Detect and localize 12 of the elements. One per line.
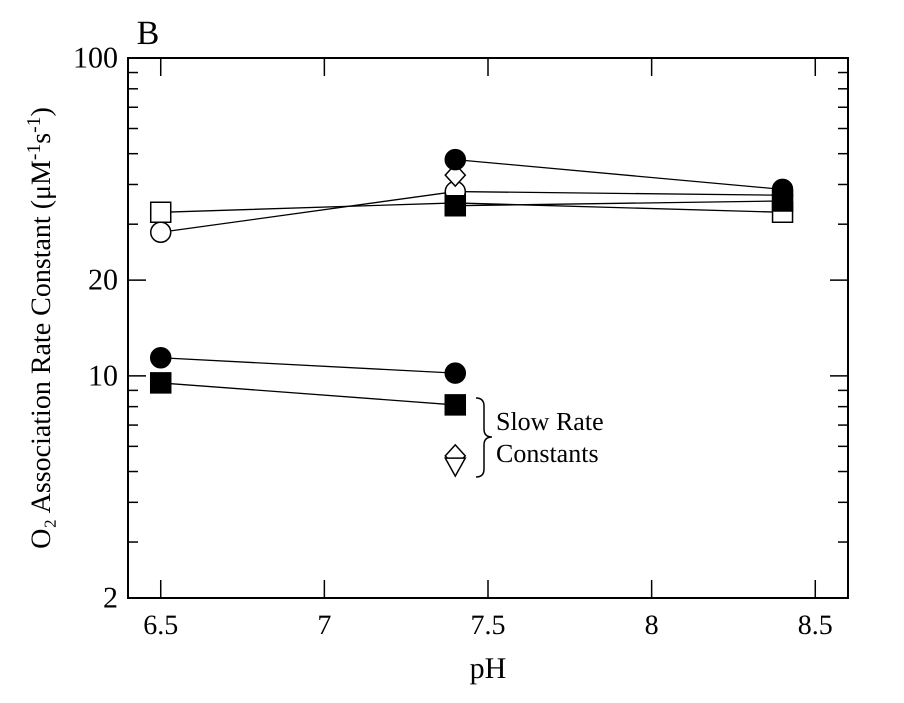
y-tick-label: 10 [88,359,118,392]
text: B [136,15,160,52]
x-axis-title: pH [470,652,506,685]
x-tick-label: 8.5 [798,610,833,641]
y-tick-label: 20 [88,264,118,297]
x-tick-label: 7.5 [470,610,506,641]
x-tick-label: 8 [644,610,659,641]
x-tick-label: 7 [317,610,332,641]
annotation: Slow Rate Constants [496,407,604,468]
x-tick-label: 6.5 [143,610,178,641]
y-tick-label: 2 [103,582,118,614]
y-tick-label: 100 [73,42,118,74]
